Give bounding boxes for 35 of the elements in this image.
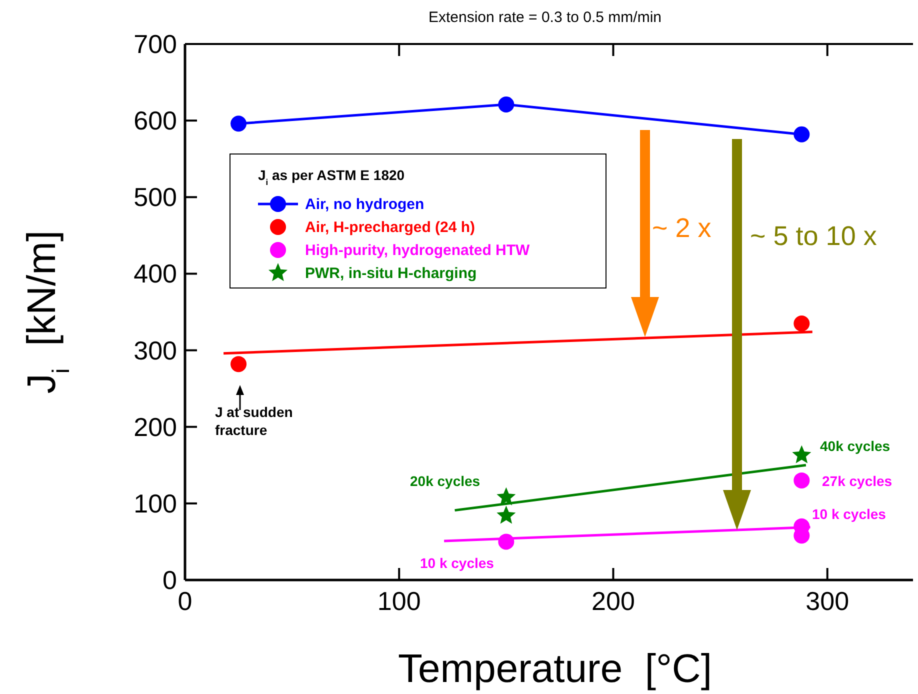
y-tick-label: 200 bbox=[134, 412, 177, 442]
point bbox=[230, 356, 247, 372]
point bbox=[794, 126, 810, 142]
annotation: 20k cycles bbox=[410, 473, 480, 489]
point bbox=[794, 472, 810, 488]
annotation: 10 k cycles bbox=[812, 506, 886, 522]
y-tick-label: 500 bbox=[134, 182, 177, 212]
annotation: J at sudden fracture bbox=[215, 404, 293, 438]
annotation: 27k cycles bbox=[822, 473, 892, 489]
legend-label: PWR, in-situ H-charging bbox=[305, 265, 477, 282]
y-tick-label: 300 bbox=[134, 335, 177, 366]
point bbox=[792, 445, 812, 464]
annotation: ~ 5 to 10 x bbox=[750, 221, 878, 251]
legend-label: Air, no hydrogen bbox=[305, 196, 424, 213]
y-tick-label: 100 bbox=[134, 488, 177, 518]
legend-label: High-purity, hydrogenated HTW bbox=[305, 242, 531, 259]
y-tick-label: 700 bbox=[134, 29, 177, 59]
point bbox=[230, 116, 247, 132]
annotation: 10 k cycles bbox=[420, 555, 494, 571]
legend-label: Air, H-precharged (24 h) bbox=[305, 219, 476, 236]
x-tick-label: 300 bbox=[806, 586, 850, 616]
point bbox=[496, 506, 516, 524]
x-axis-title: Temperature [°C] bbox=[398, 647, 712, 691]
point bbox=[794, 315, 810, 332]
point bbox=[498, 96, 514, 112]
y-tick-label: 600 bbox=[134, 106, 177, 136]
annotation: ~ 2 x bbox=[652, 213, 712, 243]
legend-title: J$_{i}$ as per ASTM E 1820 bbox=[258, 167, 405, 187]
point bbox=[496, 487, 516, 506]
y-tick-label: 0 bbox=[162, 565, 177, 595]
x-tick-label: 100 bbox=[377, 586, 421, 616]
x-tick-label: 200 bbox=[592, 586, 635, 616]
y-tick-label: 400 bbox=[134, 258, 177, 289]
annotation: 40k cycles bbox=[820, 438, 890, 454]
chart-title: Extension rate = 0.3 to 0.5 mm/min bbox=[428, 9, 662, 26]
